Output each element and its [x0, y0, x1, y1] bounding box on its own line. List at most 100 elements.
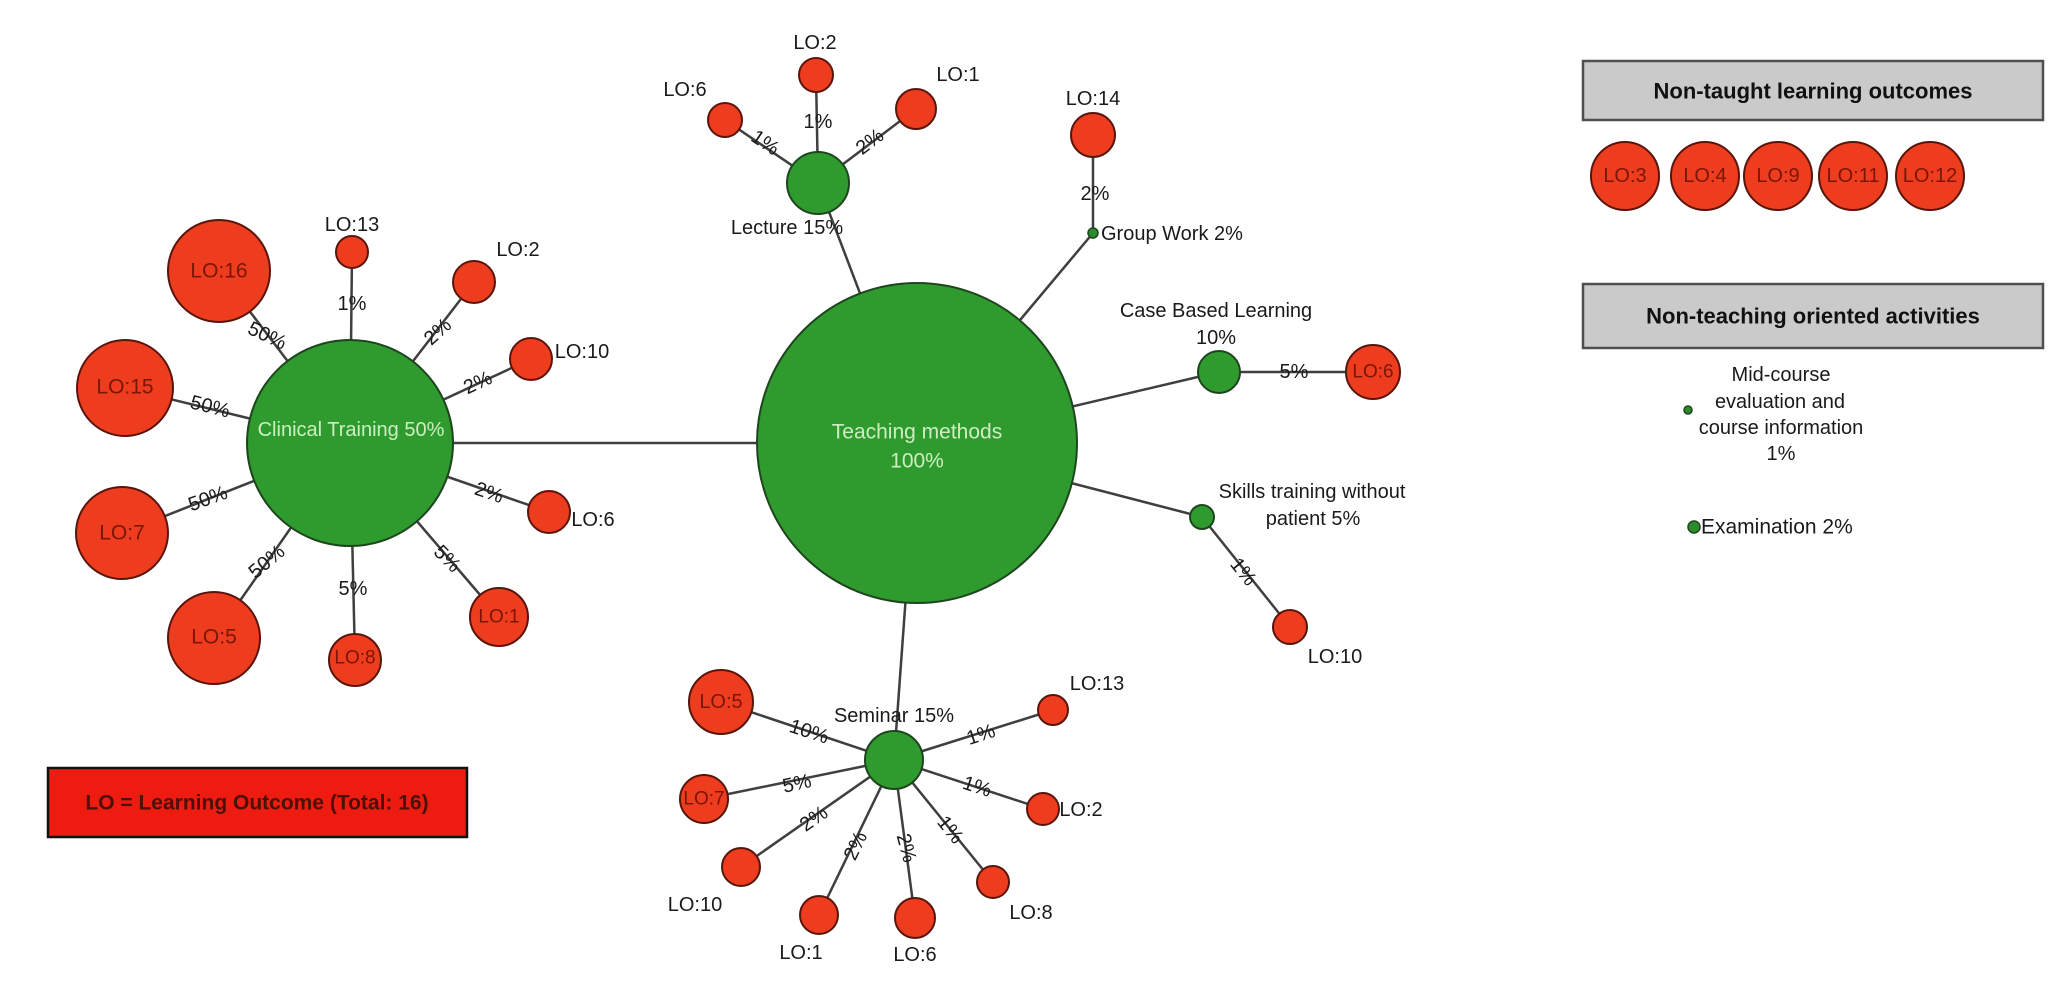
skills-lo10-label: LO:10: [1308, 646, 1362, 668]
pct-casebased-lo6: 5%: [1280, 361, 1309, 383]
teaching-methods-pct: 100%: [890, 450, 944, 473]
node-lecture-lo6: [707, 102, 743, 138]
node-groupwork-lo14: [1070, 112, 1116, 158]
node-group-work-dot: [1087, 227, 1099, 239]
clinical-lo6-label: LO:6: [571, 509, 614, 531]
clinical-lo8-label: LO:8: [334, 648, 375, 669]
non-taught-panel: Non-taught learning outcomes LO:3 LO:4 L…: [1581, 59, 2045, 211]
lecture-lo6-label: LO:6: [663, 79, 706, 101]
node-casebased-lo6: [1345, 344, 1401, 400]
node-case-based: [1197, 350, 1241, 394]
node-seminar-lo1: [799, 895, 839, 935]
pct-clinical-lo10: 2%: [460, 367, 496, 399]
clinical-lo13-label: LO:13: [325, 214, 379, 236]
seminar-lo13-label: LO:13: [1070, 673, 1124, 695]
clinical-lo5-label: LO:5: [191, 626, 237, 649]
pct-clinical-lo15: 50%: [188, 391, 232, 422]
nontaught-lo11-label: LO:11: [1827, 165, 1880, 187]
node-nontaught-lo9: [1743, 141, 1813, 211]
legend-label: LO = Learning Outcome (Total: 16): [85, 792, 428, 815]
node-clinical-lo13: [335, 235, 369, 269]
skills-label-line1: Skills training without: [1219, 481, 1406, 503]
seminar-lo8-label: LO:8: [1009, 902, 1052, 924]
lecture-label: Lecture 15%: [731, 217, 844, 239]
node-clinical-lo2: [452, 260, 496, 304]
node-nontaught-lo12: [1895, 141, 1965, 211]
labels: Teaching methods 100% Clinical Training …: [96, 32, 1405, 966]
seminar-lo1-label: LO:1: [779, 942, 822, 964]
non-teaching-title: Non-teaching oriented activities: [1646, 304, 1980, 329]
legend-red-box: [46, 766, 469, 839]
edge-seminar-lo7: [703, 758, 895, 801]
pct-seminar-lo1: 2%: [840, 828, 873, 864]
nodes: [75, 57, 1401, 939]
seminar-lo5-label: LO:5: [699, 691, 742, 713]
teaching-methods-label: Teaching methods: [832, 421, 1002, 444]
node-seminar: [864, 730, 924, 790]
nontaught-lo9-label: LO:9: [1756, 165, 1799, 187]
node-clinical-training: [246, 339, 454, 547]
groupwork-lo14-label: LO:14: [1066, 88, 1120, 110]
pct-seminar-lo2: 1%: [960, 772, 994, 802]
node-lecture-lo1: [895, 88, 937, 130]
node-seminar-lo13: [1037, 694, 1069, 726]
casebased-lo6-label: LO:6: [1352, 362, 1393, 383]
pct-clinical-lo13: 1%: [338, 293, 367, 315]
seminar-lo6-label: LO:6: [893, 944, 936, 966]
mid-course-line3: course information: [1699, 417, 1864, 439]
node-nontaught-lo4: [1670, 141, 1740, 211]
node-seminar-lo7: [679, 774, 729, 824]
node-nontaught-lo11: [1818, 141, 1888, 211]
node-nontaught-lo3: [1590, 141, 1660, 211]
non-teaching-panel: Non-teaching oriented activities Mid-cou…: [1581, 282, 2045, 539]
non-taught-title: Non-taught learning outcomes: [1654, 79, 1973, 104]
node-clinical-lo7: [75, 486, 169, 580]
mid-course-line1: Mid-course: [1732, 364, 1831, 386]
mid-course-line2: evaluation and: [1715, 391, 1845, 413]
seminar-lo10-label: LO:10: [668, 894, 722, 916]
node-skills-training: [1189, 504, 1215, 530]
node-clinical-lo15: [76, 339, 174, 437]
lecture-lo1-label: LO:1: [936, 64, 979, 86]
mid-course-dot: [1683, 405, 1693, 415]
pct-groupwork-lo14: 2%: [1081, 183, 1110, 205]
edge-seminar-lo10: [740, 758, 895, 869]
clinical-lo10-label: LO:10: [555, 341, 609, 363]
node-teaching-methods: [756, 282, 1078, 604]
pct-lecture-lo2: 1%: [804, 111, 833, 133]
node-clinical-lo16: [167, 219, 271, 323]
clinical-lo1-label: LO:1: [478, 607, 519, 628]
node-clinical-lo6: [527, 490, 571, 534]
node-seminar-lo10: [721, 847, 761, 887]
skills-label-line2: patient 5%: [1266, 508, 1361, 530]
node-lecture: [786, 151, 850, 215]
seminar-lo2-label: LO:2: [1059, 799, 1102, 821]
edge-skills-lo10: [1201, 516, 1291, 628]
clinical-lo15-label: LO:15: [96, 376, 153, 399]
pct-seminar-lo5: 10%: [787, 715, 832, 748]
non-teaching-header-box: [1581, 282, 2045, 350]
nontaught-lo4-label: LO:4: [1683, 165, 1726, 187]
mid-course-pct: 1%: [1767, 443, 1796, 465]
nontaught-lo12-label: LO:12: [1903, 165, 1957, 187]
lecture-lo2-label: LO:2: [793, 32, 836, 54]
node-seminar-lo2: [1026, 792, 1060, 826]
examination-dot: [1687, 520, 1701, 534]
node-clinical-lo1: [469, 587, 529, 647]
case-based-pct: 10%: [1196, 327, 1236, 349]
pct-seminar-lo6: 2%: [892, 831, 921, 865]
pct-clinical-lo8: 5%: [339, 578, 368, 600]
seminar-label: Seminar 15%: [834, 705, 954, 727]
node-clinical-lo8: [328, 633, 382, 687]
node-seminar-lo5: [688, 669, 754, 735]
clinical-lo7-label: LO:7: [99, 522, 145, 545]
node-clinical-lo10: [509, 337, 553, 381]
non-taught-header-box: [1581, 59, 2045, 122]
examination-label: Examination 2%: [1701, 516, 1853, 539]
pct-seminar-lo7: 5%: [781, 770, 814, 798]
clinical-lo16-label: LO:16: [190, 260, 247, 283]
node-skills-lo10: [1272, 609, 1308, 645]
node-clinical-lo5: [167, 591, 261, 685]
